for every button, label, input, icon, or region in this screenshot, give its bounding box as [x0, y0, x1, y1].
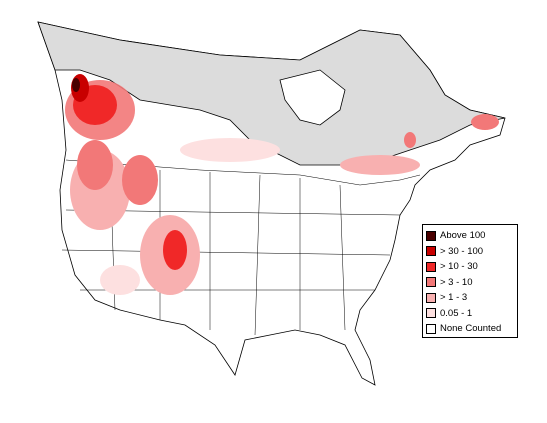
- legend-swatch: [426, 230, 436, 241]
- legend-label: > 3 - 10: [440, 276, 473, 288]
- abundance-area: [180, 138, 280, 162]
- legend-item: > 30 - 100: [426, 244, 514, 260]
- legend-swatch: [426, 246, 436, 257]
- legend-item: > 10 - 30: [426, 259, 514, 275]
- abundance-area: [72, 78, 80, 92]
- legend-label: > 30 - 100: [440, 245, 484, 257]
- abundance-area: [100, 265, 140, 295]
- abundance-area: [340, 155, 420, 175]
- abundance-area: [163, 230, 187, 270]
- abundance-area: [404, 132, 416, 148]
- legend-swatch: [426, 323, 436, 334]
- legend-label: Above 100: [440, 230, 486, 242]
- legend-label: 0.05 - 1: [440, 307, 473, 319]
- hudson-bay: [279, 69, 346, 126]
- legend-swatch: [426, 261, 436, 272]
- legend-item: > 3 - 10: [426, 275, 514, 291]
- legend-item: 0.05 - 1: [426, 306, 514, 322]
- abundance-area: [122, 155, 158, 205]
- border: [65, 159, 421, 186]
- abundance-area: [471, 114, 499, 130]
- no-data-north: [37, 21, 506, 166]
- legend-item: Above 100: [426, 228, 514, 244]
- legend-item: None Counted: [426, 321, 514, 337]
- legend-swatch: [426, 308, 436, 319]
- legend-item: > 1 - 3: [426, 290, 514, 306]
- legend-swatch: [426, 277, 436, 288]
- legend-label: > 10 - 30: [440, 261, 478, 273]
- legend-label: None Counted: [440, 323, 502, 335]
- abundance-area: [77, 140, 113, 190]
- legend: Above 100 > 30 - 100 > 10 - 30 > 3 - 10 > 1 …: [422, 224, 518, 338]
- legend-label: > 1 - 3: [440, 292, 468, 304]
- legend-swatch: [426, 292, 436, 303]
